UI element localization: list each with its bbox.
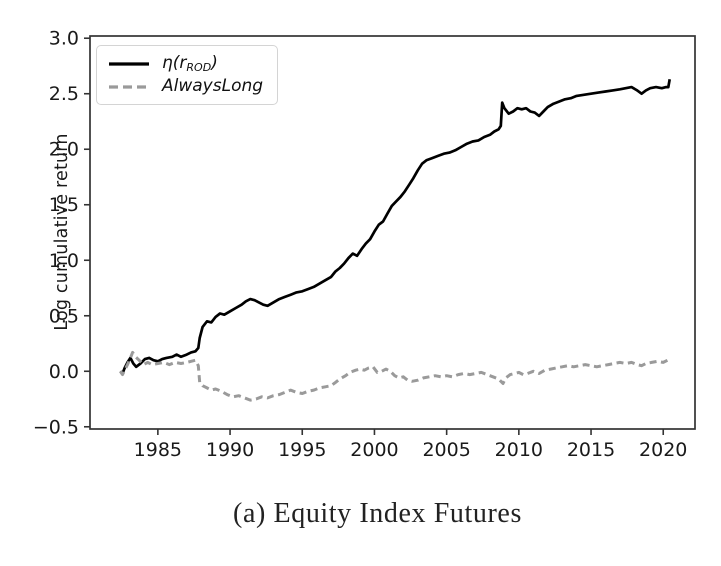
x-tick-label: 2005 [422, 439, 470, 461]
y-axis-title: Log cumulative return [52, 133, 72, 331]
solid-line-swatch [109, 62, 149, 66]
x-tick-label: 1995 [278, 439, 326, 461]
y-tick-label: 2.5 [49, 83, 79, 105]
y-tick-label: 1.0 [49, 250, 79, 272]
y-tick-label: 3.0 [49, 28, 79, 50]
figure-caption: (a) Equity Index Futures [233, 498, 522, 529]
legend-label-rod: η(rROD) [162, 53, 218, 74]
y-tick-label: −0.5 [33, 416, 79, 438]
series-line-rod [119, 79, 672, 375]
axes-frame [89, 35, 696, 430]
x-tick-label: 2000 [350, 439, 398, 461]
y-tick-label: 0.5 [49, 305, 79, 327]
chart-canvas: 1985 1990 1995 2000 2005 2010 2015 2020 3.0 2.5 2.… [33, 28, 696, 461]
y-tick-label: 2.0 [49, 139, 79, 161]
legend-item-rod: η(rROD) [108, 53, 267, 75]
y-tick-label: 1.5 [49, 194, 79, 216]
dashed-line-swatch [109, 85, 149, 89]
x-tick-label: 2015 [567, 439, 615, 461]
x-tick-label: 2020 [639, 439, 687, 461]
series-line-alwayslong [119, 350, 671, 402]
legend-label-alwayslong: AlwaysLong [162, 76, 264, 96]
x-tick-label: 1990 [206, 439, 254, 461]
y-tick-label: 0.0 [49, 361, 79, 383]
chart-area: 1985 1990 1995 2000 2005 2010 2015 2020 3.0 2.5 2.… [33, 28, 696, 461]
x-tick-label: 2010 [495, 439, 543, 461]
x-tick-label: 1985 [134, 439, 182, 461]
legend: η(rROD) AlwaysLong [96, 45, 278, 105]
legend-item-alwayslong: AlwaysLong [108, 76, 267, 98]
